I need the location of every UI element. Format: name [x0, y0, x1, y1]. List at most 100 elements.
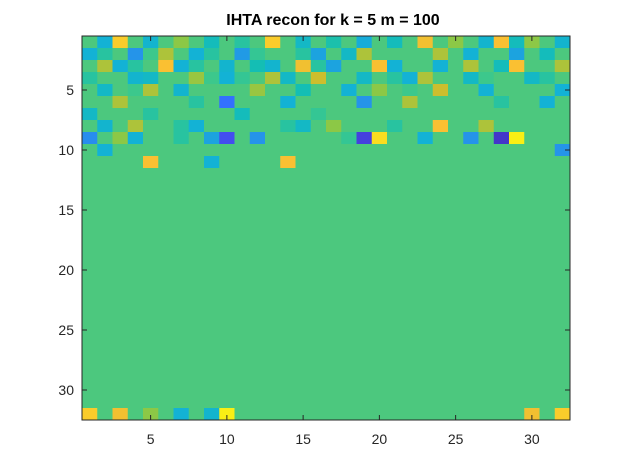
heatmap-cell — [509, 336, 525, 349]
heatmap-cell — [356, 312, 373, 325]
heatmap-cell — [341, 60, 357, 73]
heatmap-cell — [219, 204, 235, 217]
heatmap-cell — [417, 168, 434, 181]
heatmap-cell — [97, 72, 113, 85]
heatmap-cell — [310, 192, 327, 205]
heatmap-cell — [509, 168, 525, 181]
heatmap-cell — [234, 216, 251, 229]
heatmap-cell — [173, 192, 190, 205]
heatmap-cell — [371, 288, 388, 301]
heatmap-cell — [402, 300, 418, 313]
heatmap-cell — [295, 36, 312, 49]
heatmap-cell — [82, 144, 98, 157]
heatmap-cell — [326, 252, 342, 265]
heatmap-cell — [234, 252, 251, 265]
heatmap-cell — [341, 192, 357, 205]
heatmap-cell — [417, 132, 434, 145]
heatmap-cell — [127, 120, 144, 133]
heatmap-cell — [448, 204, 464, 217]
heatmap-cell — [310, 132, 327, 145]
heatmap-cell — [539, 60, 556, 73]
heatmap-cell — [463, 72, 479, 85]
heatmap-cell — [371, 228, 388, 241]
heatmap-cell — [356, 60, 373, 73]
heatmap-cell — [82, 96, 98, 109]
heatmap-cell — [402, 312, 418, 325]
heatmap-cell — [356, 84, 373, 97]
heatmap-cell — [387, 168, 403, 181]
heatmap-cell — [280, 300, 296, 313]
heatmap-cell — [173, 132, 190, 145]
heatmap-cell — [280, 384, 296, 397]
heatmap-cell — [463, 324, 479, 337]
heatmap-cell — [188, 360, 205, 373]
heatmap-cell — [219, 360, 235, 373]
heatmap-cell — [341, 336, 357, 349]
heatmap-cell — [524, 288, 540, 301]
heatmap-cell — [524, 168, 540, 181]
heatmap-cell — [219, 324, 235, 337]
heatmap-cell — [82, 180, 98, 193]
heatmap-cell — [478, 204, 495, 217]
heatmap-cell — [127, 336, 144, 349]
heatmap-cell — [326, 216, 342, 229]
heatmap-cell — [448, 132, 464, 145]
heatmap-cell — [402, 336, 418, 349]
heatmap-cell — [173, 324, 190, 337]
heatmap-cell — [280, 252, 296, 265]
heatmap-cell — [371, 168, 388, 181]
heatmap-cell — [219, 348, 235, 361]
heatmap-cell — [219, 336, 235, 349]
heatmap-cell — [280, 360, 296, 373]
heatmap-cell — [97, 60, 113, 73]
heatmap-cell — [97, 336, 113, 349]
heatmap-cell — [310, 216, 327, 229]
heatmap-cell — [432, 408, 449, 421]
heatmap-cell — [539, 300, 556, 313]
heatmap-cell — [219, 372, 235, 385]
y-tick-label: 25 — [58, 322, 74, 338]
heatmap-cell — [280, 84, 296, 97]
heatmap-cell — [265, 276, 281, 289]
heatmap-cell — [112, 144, 129, 157]
heatmap-cell — [417, 216, 434, 229]
heatmap-cell — [188, 264, 205, 277]
heatmap-cell — [402, 408, 418, 421]
heatmap-cell — [265, 72, 281, 85]
heatmap-cell — [493, 360, 510, 373]
heatmap-cell — [280, 204, 296, 217]
heatmap-cell — [493, 396, 510, 409]
heatmap-cell — [143, 132, 159, 145]
heatmap-cell — [173, 384, 190, 397]
heatmap-cell — [478, 300, 495, 313]
heatmap-cell — [265, 384, 281, 397]
heatmap-cell — [524, 312, 540, 325]
heatmap-cell — [112, 132, 129, 145]
heatmap-cell — [310, 396, 327, 409]
heatmap-cell — [143, 96, 159, 109]
heatmap-cell — [97, 372, 113, 385]
heatmap-cell — [387, 336, 403, 349]
heatmap-cell — [463, 108, 479, 121]
heatmap-cell — [234, 132, 251, 145]
heatmap-cell — [204, 216, 220, 229]
heatmap-cell — [539, 72, 556, 85]
heatmap-cell — [326, 384, 342, 397]
heatmap-cell — [463, 288, 479, 301]
heatmap-cell — [524, 84, 540, 97]
heatmap-cell — [554, 108, 571, 121]
heatmap-cell — [280, 264, 296, 277]
heatmap-cell — [432, 372, 449, 385]
heatmap-cell — [341, 372, 357, 385]
heatmap-cell — [341, 276, 357, 289]
heatmap-cell — [173, 120, 190, 133]
heatmap-cell — [143, 384, 159, 397]
heatmap-cell — [143, 372, 159, 385]
heatmap-cell — [509, 228, 525, 241]
heatmap-cell — [326, 180, 342, 193]
heatmap-cell — [295, 300, 312, 313]
heatmap-cell — [234, 372, 251, 385]
heatmap-cell — [509, 264, 525, 277]
heatmap-cell — [341, 300, 357, 313]
heatmap-cell — [509, 408, 525, 421]
